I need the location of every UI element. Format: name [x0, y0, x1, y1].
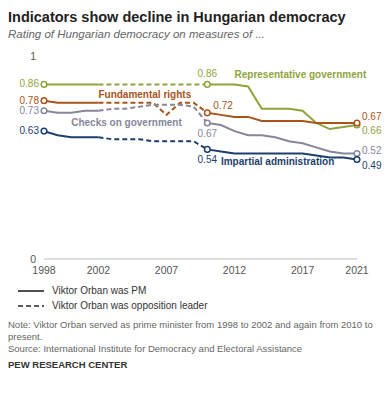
html-text:Indicators show decline in Hun: Indicators show decline in Hungarian dem…: [8, 9, 346, 25]
svg-text:2007: 2007: [155, 264, 179, 276]
svg-text:Impartial administration: Impartial administration: [221, 156, 334, 167]
svg-text:2017: 2017: [291, 264, 315, 276]
svg-text:Representative government: Representative government: [235, 69, 367, 80]
svg-text:Fundamental rights: Fundamental rights: [98, 89, 191, 100]
svg-text:0.63: 0.63: [20, 125, 40, 136]
html-text:Viktor Orban was opposition le: Viktor Orban was opposition leader: [52, 300, 208, 311]
svg-text:2021: 2021: [345, 264, 369, 276]
svg-text:0.86: 0.86: [20, 78, 40, 89]
html-text:Rating of Hungarian democracy: Rating of Hungarian democracy on measure…: [8, 28, 265, 40]
svg-text:0.86: 0.86: [198, 68, 218, 79]
svg-text:0: 0: [30, 253, 36, 265]
svg-text:0.54: 0.54: [198, 154, 218, 165]
svg-text:0.49: 0.49: [362, 160, 382, 171]
html-text:Note: Viktor Orban served as p: Note: Viktor Orban served as prime minis…: [8, 319, 373, 342]
svg-text:1998: 1998: [32, 264, 56, 276]
svg-text:0.72: 0.72: [213, 100, 233, 111]
svg-text:Checks on government: Checks on government: [71, 117, 182, 128]
svg-text:0.78: 0.78: [19, 94, 39, 106]
svg-text:0.52: 0.52: [362, 145, 382, 156]
svg-text:0.66: 0.66: [362, 125, 382, 136]
svg-text:0.67: 0.67: [362, 111, 382, 122]
html-text:PEW RESEARCH CENTER: PEW RESEARCH CENTER: [8, 359, 128, 370]
html-text:Viktor Orban was PM: Viktor Orban was PM: [52, 285, 147, 296]
svg-text:2012: 2012: [223, 264, 247, 276]
svg-text:2002: 2002: [87, 264, 111, 276]
svg-text:1: 1: [30, 50, 36, 62]
svg-text:0.67: 0.67: [198, 128, 218, 139]
html-text:Source: International Institut: Source: International Institute for Demo…: [8, 343, 303, 354]
svg-text:0.73: 0.73: [20, 105, 40, 116]
